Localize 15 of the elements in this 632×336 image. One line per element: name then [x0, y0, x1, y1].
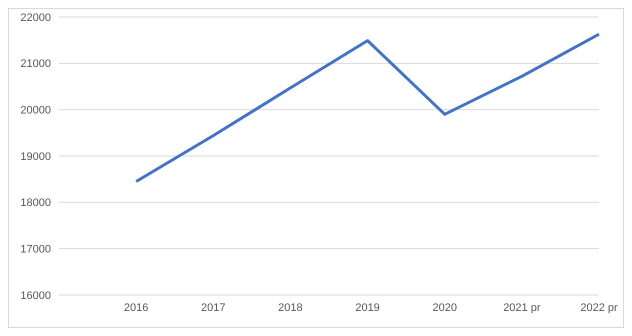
y-tick-label: 21000 [20, 58, 51, 70]
y-tick-label: 17000 [20, 244, 51, 256]
x-tick-label: 2018 [278, 302, 303, 314]
line-series [134, 32, 600, 183]
x-tick-label: 2019 [355, 302, 380, 314]
y-tick-label: 19000 [20, 150, 51, 163]
x-tick-label: 2020 [432, 302, 457, 314]
x-tick-label: 2016 [124, 302, 148, 314]
y-tick-label: 20000 [20, 104, 51, 117]
y-tick-label: 16000 [20, 290, 51, 302]
x-tick-label: 2022 pr [580, 302, 618, 314]
y-tick-label: 22000 [20, 12, 51, 24]
x-tick-label: 2021 pr [503, 302, 541, 314]
y-tick-label: 18000 [20, 197, 51, 210]
x-tick-label: 2017 [201, 302, 226, 314]
